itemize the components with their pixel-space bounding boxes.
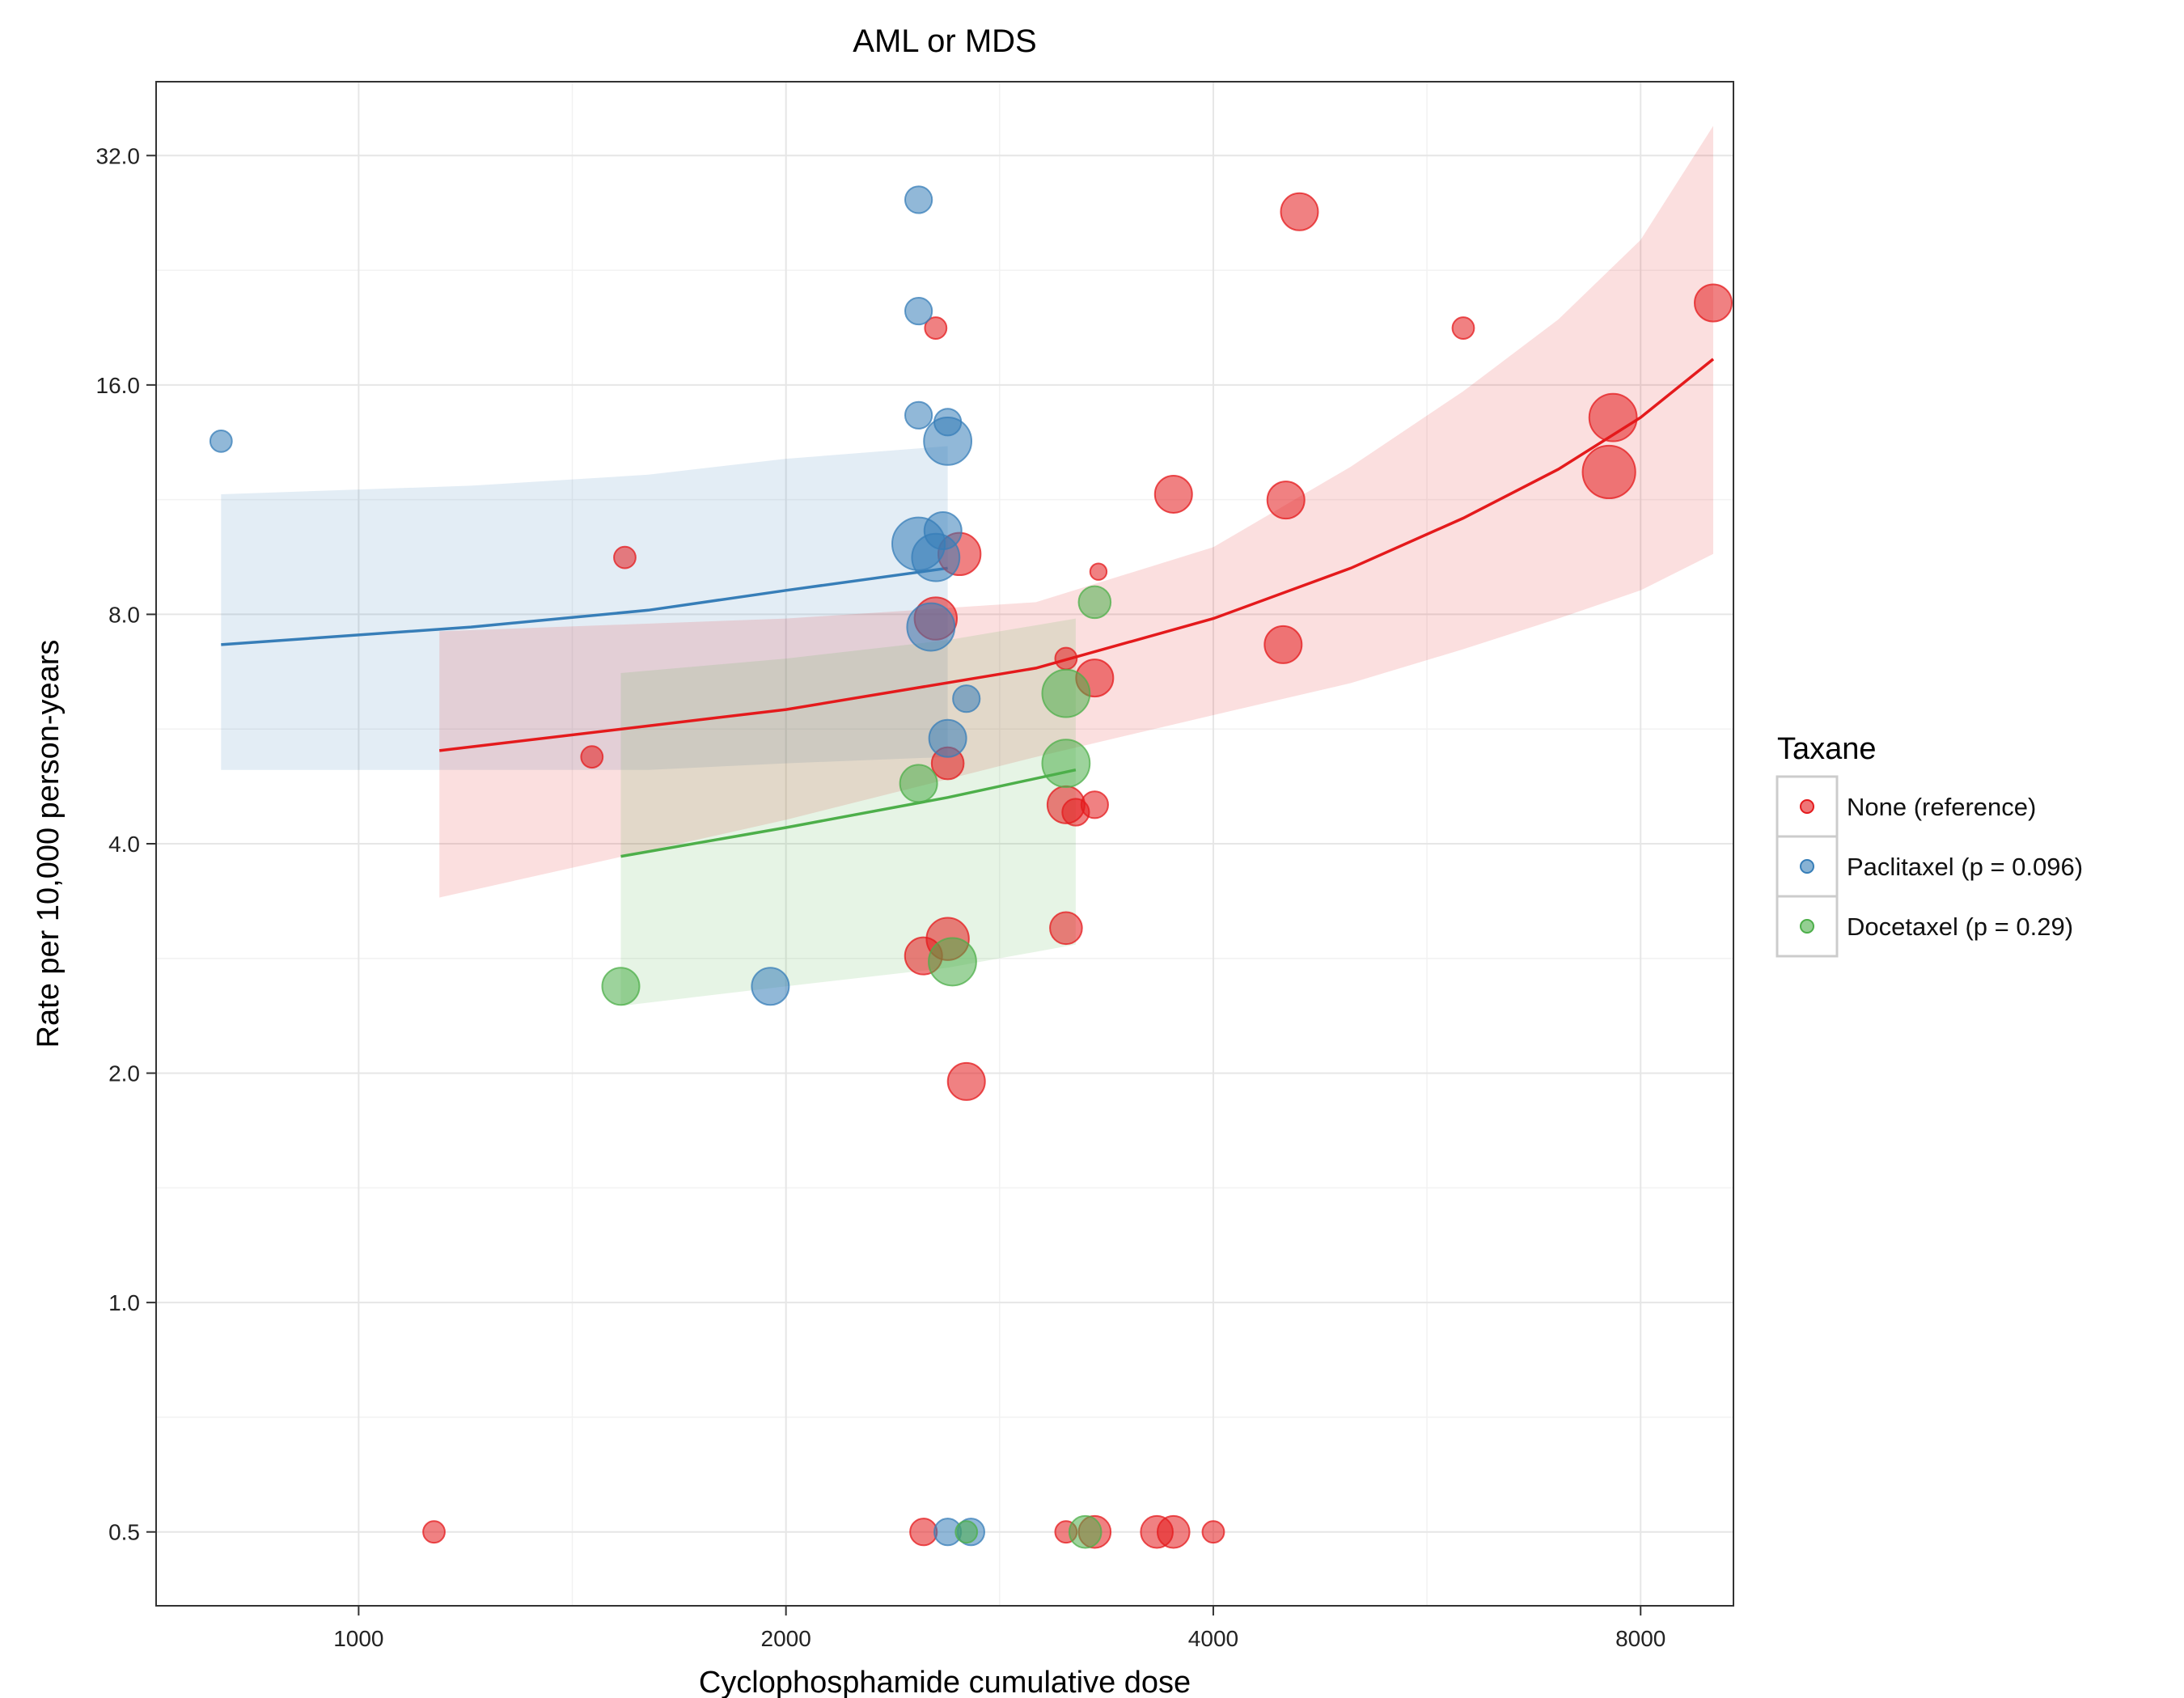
confidence-bands <box>221 125 1714 1006</box>
fit-line <box>620 768 1077 858</box>
data-point <box>1694 283 1733 323</box>
data-point <box>1263 625 1303 664</box>
data-point <box>909 1518 938 1547</box>
legend-swatch <box>1800 919 1814 934</box>
data-point <box>1041 668 1091 718</box>
confidence-band <box>439 125 1714 898</box>
data-point <box>928 718 967 758</box>
data-point <box>1581 444 1636 500</box>
x-axis: 1000 2000 4000 8000 <box>333 1606 1666 1651</box>
y-axis-title: Rate per 10,000 person-years <box>32 640 66 1048</box>
data-point <box>904 400 933 430</box>
data-points <box>209 185 1733 1549</box>
data-point <box>1089 562 1108 581</box>
data-point <box>1049 911 1083 946</box>
legend: Taxane None (reference) Paclitaxel (p = 0… <box>1776 732 2083 958</box>
data-point <box>601 967 641 1006</box>
data-point <box>1068 1514 1103 1549</box>
confidence-band <box>221 446 948 770</box>
x-tick-label: 1000 <box>333 1626 383 1651</box>
y-tick-label: 8.0 <box>108 602 140 627</box>
data-point <box>1077 585 1112 620</box>
data-point <box>1266 481 1306 520</box>
data-point <box>613 545 637 570</box>
legend-label: None (reference) <box>1847 793 2036 821</box>
data-point <box>1046 785 1086 824</box>
data-point <box>911 532 961 582</box>
chart-title: AML or MDS <box>853 23 1036 59</box>
data-point <box>924 316 948 340</box>
legend-label: Paclitaxel (p = 0.096) <box>1847 853 2083 881</box>
data-point <box>580 745 604 769</box>
x-tick-label: 8000 <box>1615 1626 1666 1651</box>
data-point <box>954 1520 979 1544</box>
confidence-band <box>620 618 1076 1006</box>
y-axis: 0.5 1.0 2.0 4.0 8.0 16.0 32.0 <box>96 143 156 1545</box>
data-point <box>751 967 790 1006</box>
y-tick-label: 2.0 <box>108 1061 140 1086</box>
data-point <box>1201 1520 1225 1544</box>
data-point <box>1153 474 1193 514</box>
y-tick-label: 32.0 <box>96 143 141 168</box>
data-point <box>1451 316 1475 340</box>
legend-label: Docetaxel (p = 0.29) <box>1847 913 2073 941</box>
data-point <box>422 1520 446 1544</box>
y-tick-label: 16.0 <box>96 373 141 398</box>
data-point <box>209 429 233 453</box>
x-axis-title: Cyclophosphamide cumulative dose <box>699 1666 1191 1698</box>
data-point <box>1156 1514 1191 1549</box>
data-point <box>904 185 933 214</box>
data-point <box>1588 392 1638 442</box>
legend-swatch <box>1800 859 1814 874</box>
data-point <box>1280 192 1319 231</box>
y-tick-label: 4.0 <box>108 832 140 857</box>
legend-items: None (reference) Paclitaxel (p = 0.096) Do… <box>1776 775 2083 958</box>
data-point <box>906 602 956 652</box>
legend-title: Taxane <box>1777 732 1877 766</box>
data-point <box>899 764 938 803</box>
data-point <box>928 937 977 987</box>
fit-line <box>221 566 948 646</box>
y-tick-label: 0.5 <box>108 1520 140 1545</box>
data-point <box>946 1061 986 1101</box>
x-tick-label: 4000 <box>1188 1626 1238 1651</box>
data-point <box>904 296 933 326</box>
data-point <box>1041 739 1091 789</box>
y-tick-label: 1.0 <box>108 1290 140 1315</box>
data-point <box>952 684 981 713</box>
x-tick-label: 2000 <box>761 1626 811 1651</box>
data-point <box>1054 646 1078 671</box>
legend-swatch <box>1800 799 1814 814</box>
data-point <box>923 416 973 466</box>
